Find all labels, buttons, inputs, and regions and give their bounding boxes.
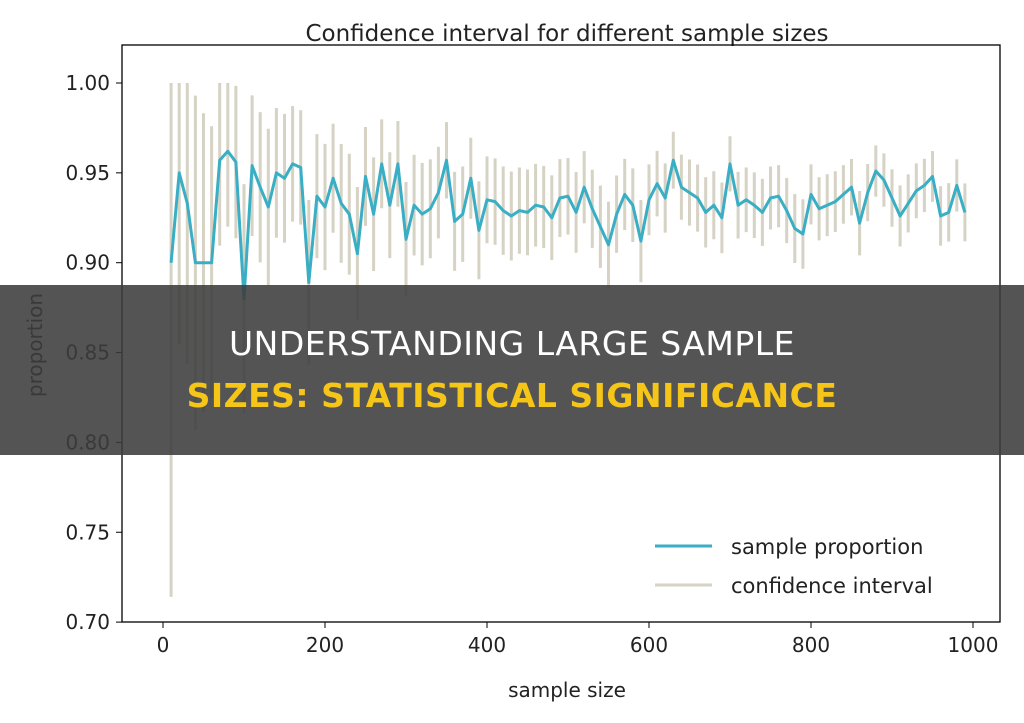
- x-tick-label: 600: [630, 633, 668, 657]
- x-axis: 0 200 400 600 800 1000: [157, 622, 999, 657]
- x-tick-label: 0: [157, 633, 170, 657]
- banner-line-2: SIZES: STATISTICAL SIGNIFICANCE: [186, 376, 838, 415]
- x-axis-label: sample size: [508, 678, 626, 702]
- legend-label-interval: confidence interval: [731, 574, 933, 598]
- title-banner: UNDERSTANDING LARGE SAMPLE SIZES: STATIS…: [0, 285, 1024, 455]
- chart-title: Confidence interval for different sample…: [305, 21, 828, 47]
- x-tick-label: 800: [792, 633, 830, 657]
- sample-proportion-line: [169, 149, 967, 301]
- y-tick-label: 0.95: [65, 161, 110, 185]
- x-tick-label: 200: [306, 633, 344, 657]
- y-tick-label: 1.00: [65, 71, 110, 95]
- y-tick-label: 0.75: [65, 520, 110, 544]
- legend-label-proportion: sample proportion: [731, 535, 923, 559]
- y-tick-label: 0.90: [65, 251, 110, 275]
- legend: sample proportion confidence interval: [655, 535, 933, 598]
- banner-line-1: UNDERSTANDING LARGE SAMPLE: [228, 324, 796, 363]
- x-tick-label: 400: [468, 633, 506, 657]
- y-tick-label: 0.70: [65, 610, 110, 634]
- x-tick-label: 1000: [948, 633, 999, 657]
